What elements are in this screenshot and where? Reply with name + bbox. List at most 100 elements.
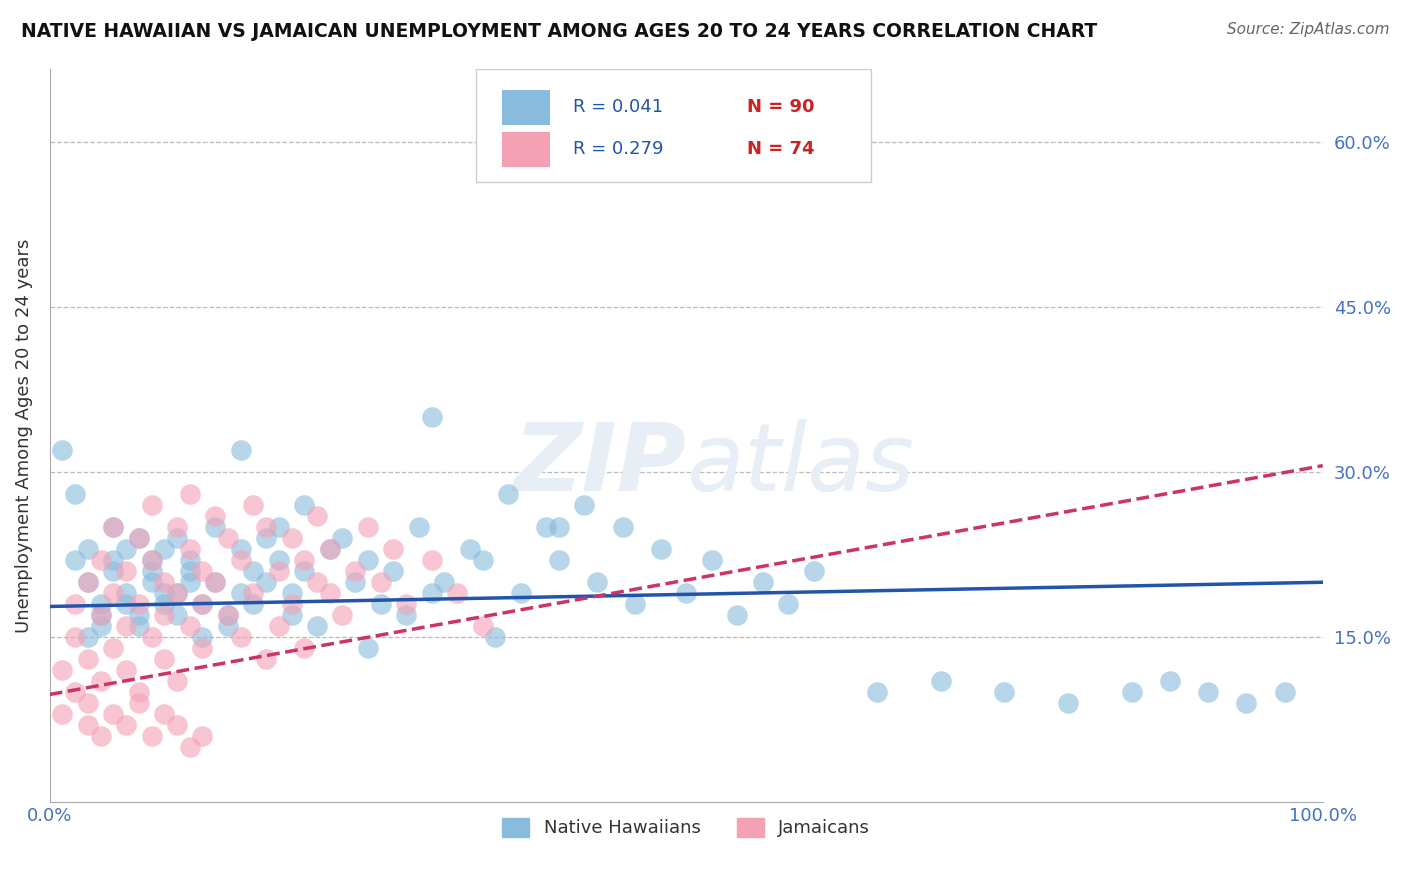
- Text: Source: ZipAtlas.com: Source: ZipAtlas.com: [1226, 22, 1389, 37]
- Point: [242, 597, 264, 611]
- Point: [357, 520, 380, 534]
- Point: [166, 608, 188, 623]
- Point: [357, 553, 380, 567]
- Point: [267, 564, 290, 578]
- Point: [179, 575, 201, 590]
- Point: [1057, 696, 1080, 710]
- Point: [90, 597, 112, 611]
- Point: [420, 553, 443, 567]
- Point: [420, 586, 443, 600]
- Legend: Native Hawaiians, Jamaicans: Native Hawaiians, Jamaicans: [495, 811, 877, 845]
- Point: [217, 608, 239, 623]
- Point: [496, 487, 519, 501]
- FancyBboxPatch shape: [502, 90, 550, 125]
- Point: [305, 509, 328, 524]
- Point: [166, 674, 188, 689]
- Point: [90, 674, 112, 689]
- Point: [191, 597, 214, 611]
- Point: [76, 630, 98, 644]
- Point: [1121, 685, 1143, 699]
- Point: [344, 575, 367, 590]
- Point: [292, 553, 315, 567]
- Point: [395, 608, 418, 623]
- Point: [115, 663, 138, 677]
- Point: [166, 718, 188, 732]
- Point: [332, 531, 354, 545]
- Point: [51, 443, 73, 458]
- FancyBboxPatch shape: [502, 132, 550, 167]
- Point: [103, 520, 125, 534]
- Point: [179, 553, 201, 567]
- Point: [319, 542, 342, 557]
- Point: [700, 553, 723, 567]
- Point: [103, 564, 125, 578]
- Point: [204, 509, 226, 524]
- Point: [166, 531, 188, 545]
- Text: NATIVE HAWAIIAN VS JAMAICAN UNEMPLOYMENT AMONG AGES 20 TO 24 YEARS CORRELATION C: NATIVE HAWAIIAN VS JAMAICAN UNEMPLOYMENT…: [21, 22, 1097, 41]
- Point: [166, 586, 188, 600]
- Point: [103, 586, 125, 600]
- Point: [179, 487, 201, 501]
- Point: [204, 575, 226, 590]
- Point: [103, 707, 125, 722]
- Point: [292, 641, 315, 656]
- Point: [534, 520, 557, 534]
- Point: [267, 619, 290, 633]
- Point: [128, 531, 150, 545]
- Y-axis label: Unemployment Among Ages 20 to 24 years: Unemployment Among Ages 20 to 24 years: [15, 238, 32, 632]
- Point: [574, 498, 596, 512]
- Point: [471, 553, 494, 567]
- Point: [242, 498, 264, 512]
- Point: [191, 641, 214, 656]
- Point: [305, 575, 328, 590]
- Point: [204, 575, 226, 590]
- Point: [280, 608, 302, 623]
- Point: [229, 443, 252, 458]
- Point: [51, 663, 73, 677]
- Point: [242, 564, 264, 578]
- Point: [115, 564, 138, 578]
- Point: [675, 586, 697, 600]
- Point: [229, 542, 252, 557]
- Point: [76, 542, 98, 557]
- Point: [128, 685, 150, 699]
- Point: [1234, 696, 1257, 710]
- Point: [357, 641, 380, 656]
- Point: [179, 564, 201, 578]
- Point: [115, 586, 138, 600]
- Point: [254, 575, 277, 590]
- Text: N = 90: N = 90: [748, 98, 815, 117]
- Point: [370, 597, 392, 611]
- Point: [153, 575, 176, 590]
- Point: [420, 410, 443, 425]
- Point: [280, 586, 302, 600]
- Text: R = 0.041: R = 0.041: [572, 98, 664, 117]
- Point: [803, 564, 825, 578]
- Point: [141, 498, 163, 512]
- Point: [103, 553, 125, 567]
- Point: [179, 542, 201, 557]
- Point: [612, 520, 634, 534]
- Point: [128, 531, 150, 545]
- Text: ZIP: ZIP: [513, 418, 686, 511]
- Point: [1197, 685, 1219, 699]
- Point: [141, 575, 163, 590]
- Point: [751, 575, 773, 590]
- Point: [292, 498, 315, 512]
- Point: [153, 608, 176, 623]
- Point: [242, 586, 264, 600]
- Point: [128, 597, 150, 611]
- Point: [191, 630, 214, 644]
- Point: [63, 597, 86, 611]
- Point: [191, 564, 214, 578]
- Point: [254, 531, 277, 545]
- Point: [115, 597, 138, 611]
- Point: [217, 619, 239, 633]
- Point: [280, 597, 302, 611]
- Point: [292, 564, 315, 578]
- Point: [179, 619, 201, 633]
- Point: [229, 553, 252, 567]
- Point: [153, 542, 176, 557]
- Point: [128, 619, 150, 633]
- Point: [76, 575, 98, 590]
